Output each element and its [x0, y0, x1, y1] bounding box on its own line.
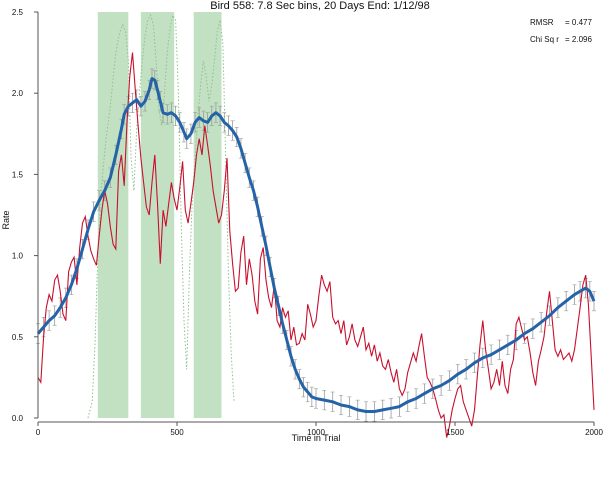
y-tick-label: 0.5: [12, 333, 24, 342]
x-tick-label: 1500: [446, 428, 464, 437]
stat-rmsr-label: RMSR: [530, 18, 554, 27]
y-tick-label: 2.0: [12, 89, 24, 98]
chart-title: Bird 558: 7.8 Sec bins, 20 Days End: 1/1…: [210, 0, 430, 12]
model-series: [36, 77, 596, 413]
stat-chisq-label: Chi Sq r: [530, 35, 559, 44]
y-axis-label: Rate: [1, 210, 11, 229]
observed-line: [37, 52, 595, 438]
x-tick-label: 500: [170, 428, 184, 437]
x-tick-label: 2000: [585, 428, 603, 437]
shaded-regions: [97, 12, 222, 418]
shaded-region-0: [97, 12, 129, 418]
observed-series: [37, 52, 595, 438]
x-tick-label: 1000: [307, 428, 325, 437]
x-axis-label: Time in Trial: [292, 433, 341, 443]
y-tick-label: 1.0: [12, 252, 24, 261]
stat-rmsr-value: = 0.477: [565, 18, 592, 27]
model-line: [36, 77, 596, 413]
stat-chisq-value: = 2.096: [565, 35, 592, 44]
stats-box: RMSR = 0.477 Chi Sq r = 2.096: [530, 18, 592, 44]
x-tick-label: 0: [36, 428, 41, 437]
axes: 0.0 0.5 1.0 1.5 2.0 2.5 0 500 1000 1500 2000: [12, 8, 603, 437]
y-tick-label: 2.5: [12, 8, 24, 17]
y-tick-label: 1.5: [12, 170, 24, 179]
y-tick-label: 0.0: [12, 414, 24, 423]
